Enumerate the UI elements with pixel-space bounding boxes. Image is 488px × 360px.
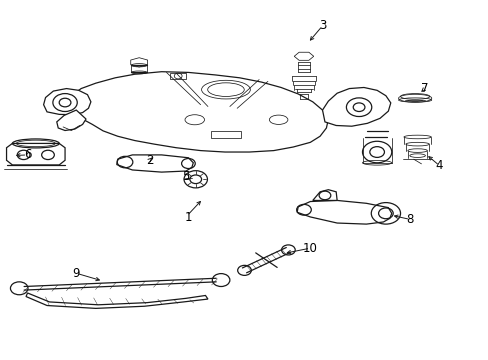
Text: 6: 6 bbox=[24, 148, 31, 161]
Polygon shape bbox=[43, 89, 91, 115]
Text: 2: 2 bbox=[145, 154, 153, 167]
Text: 4: 4 bbox=[435, 159, 443, 172]
Text: 7: 7 bbox=[420, 82, 428, 95]
Polygon shape bbox=[322, 87, 390, 126]
Polygon shape bbox=[71, 72, 328, 152]
Text: 9: 9 bbox=[72, 267, 80, 280]
Text: 1: 1 bbox=[184, 211, 192, 224]
Polygon shape bbox=[6, 143, 65, 165]
Polygon shape bbox=[57, 110, 86, 131]
Polygon shape bbox=[117, 155, 193, 172]
Text: 3: 3 bbox=[318, 19, 325, 32]
Text: 8: 8 bbox=[406, 213, 413, 226]
Polygon shape bbox=[312, 190, 336, 201]
Text: 10: 10 bbox=[302, 242, 317, 255]
Text: 5: 5 bbox=[182, 170, 189, 183]
Polygon shape bbox=[26, 293, 207, 309]
Polygon shape bbox=[297, 201, 391, 224]
